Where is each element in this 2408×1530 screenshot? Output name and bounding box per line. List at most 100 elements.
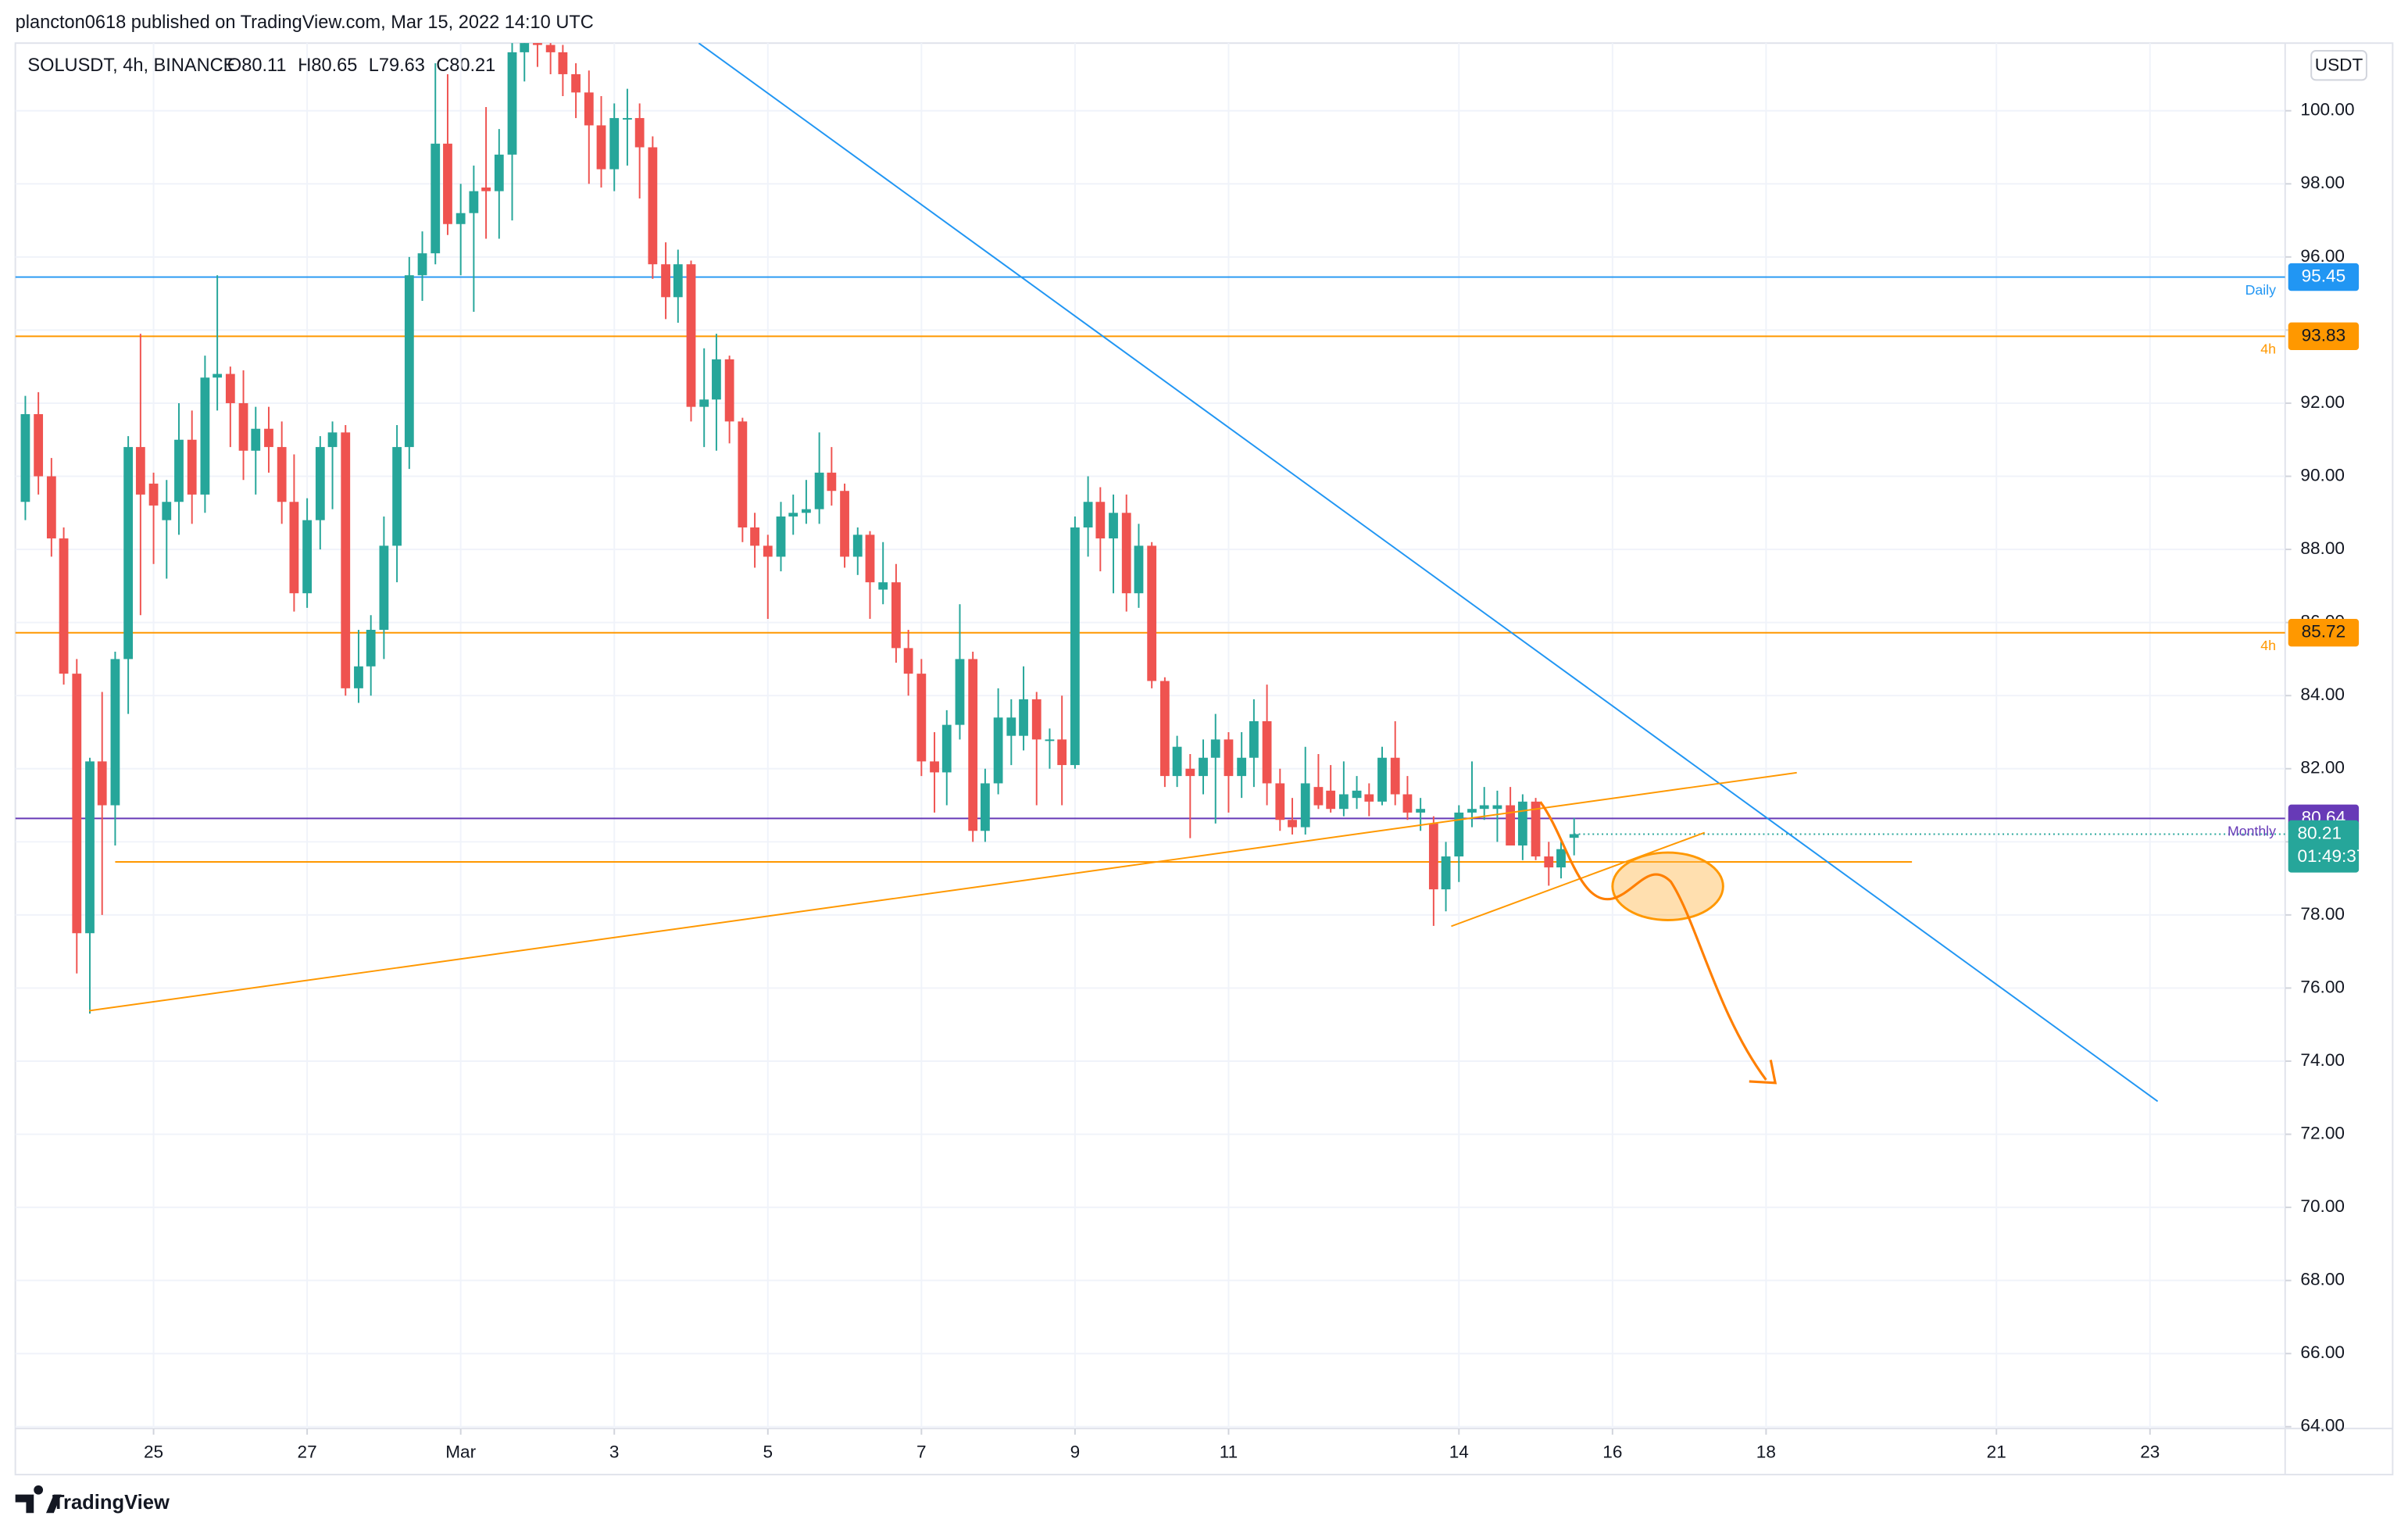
candle-body bbox=[1045, 739, 1055, 742]
candle-body bbox=[1402, 794, 1413, 813]
price-tag bbox=[2288, 619, 2360, 647]
current-price-tag bbox=[2288, 820, 2360, 873]
candle-body bbox=[1569, 834, 1579, 838]
candle-body bbox=[852, 534, 863, 557]
candle-body bbox=[788, 513, 798, 517]
candle-body bbox=[1006, 717, 1016, 736]
candle-body bbox=[1300, 783, 1310, 828]
candle-body bbox=[750, 527, 759, 546]
candle-body bbox=[673, 264, 683, 298]
candle-body bbox=[634, 118, 645, 148]
candle-body bbox=[59, 538, 69, 674]
candle-body bbox=[277, 447, 287, 502]
current-price-label: 80.21 bbox=[2297, 823, 2342, 842]
candle-body bbox=[878, 582, 888, 590]
candle-body bbox=[1147, 545, 1157, 681]
candle-body bbox=[327, 432, 338, 448]
candle-body bbox=[1237, 757, 1247, 777]
candle-body bbox=[1288, 820, 1297, 828]
candle-body bbox=[1249, 720, 1259, 758]
candle-body bbox=[865, 534, 875, 583]
candle-body bbox=[162, 502, 172, 520]
x-tick-label: 16 bbox=[1602, 1442, 1622, 1462]
y-tick-label: 100.00 bbox=[2300, 100, 2354, 120]
candle-body bbox=[354, 666, 363, 688]
candle-body bbox=[1172, 746, 1182, 777]
candle-body bbox=[648, 147, 658, 265]
ohlc-low: L79.63 bbox=[369, 55, 425, 75]
candle-body bbox=[302, 520, 313, 594]
projection-arrow bbox=[1539, 801, 1767, 1081]
candle-body bbox=[174, 439, 184, 502]
x-tick-label: Mar bbox=[445, 1442, 476, 1462]
candle-body bbox=[520, 43, 530, 52]
wedge-line bbox=[1451, 831, 1706, 928]
candle-body bbox=[840, 491, 849, 557]
candle-body bbox=[930, 761, 939, 773]
candle-body bbox=[507, 52, 517, 155]
x-tick-label: 27 bbox=[298, 1442, 317, 1462]
candle-body bbox=[1506, 805, 1516, 845]
y-tick-label: 84.00 bbox=[2300, 685, 2345, 704]
candle-body bbox=[916, 674, 927, 762]
candle-body bbox=[545, 45, 556, 52]
candle-body bbox=[315, 447, 325, 520]
candle-body bbox=[1159, 681, 1170, 777]
candle-body bbox=[187, 439, 197, 495]
candle-body bbox=[1544, 856, 1554, 868]
brand: TradingView bbox=[15, 1485, 170, 1514]
currency: USDT bbox=[2315, 55, 2363, 75]
brand-name: TradingView bbox=[52, 1492, 170, 1514]
candle-body bbox=[1428, 823, 1438, 890]
candle-body bbox=[738, 421, 748, 528]
currency-button[interactable] bbox=[2310, 50, 2367, 81]
y-tick-label: 64.00 bbox=[2300, 1416, 2345, 1435]
x-tick-label: 18 bbox=[1756, 1442, 1776, 1462]
candle-body bbox=[1185, 768, 1195, 777]
x-tick-label: 3 bbox=[609, 1442, 620, 1462]
candle-body bbox=[404, 275, 414, 448]
price-tag bbox=[2288, 322, 2360, 351]
candle-body bbox=[558, 52, 568, 74]
candle-body bbox=[34, 413, 44, 477]
candle-body bbox=[1338, 794, 1349, 810]
candle-body bbox=[1364, 794, 1374, 802]
x-tick-label: 23 bbox=[2140, 1442, 2160, 1462]
price-tag bbox=[2288, 263, 2360, 291]
x-tick-label: 9 bbox=[1070, 1442, 1081, 1462]
target-ellipse bbox=[1611, 851, 1724, 921]
y-tick-label: 74.00 bbox=[2300, 1050, 2345, 1070]
candle-body bbox=[724, 359, 734, 422]
candle-body bbox=[1210, 739, 1220, 758]
trendline-up bbox=[88, 771, 1797, 1012]
level-name: Monthly bbox=[2228, 824, 2276, 839]
price-tag-label: 95.45 bbox=[2302, 266, 2346, 286]
candle-body bbox=[1224, 739, 1234, 777]
candle-body bbox=[148, 483, 159, 506]
candle-body bbox=[609, 118, 620, 170]
candle-body bbox=[289, 502, 299, 594]
candle-body bbox=[1352, 790, 1362, 799]
candle-body bbox=[814, 472, 824, 509]
candle-body bbox=[993, 717, 1003, 784]
candle-body bbox=[1390, 757, 1400, 795]
candle-body bbox=[481, 187, 491, 191]
candle-body bbox=[903, 648, 913, 674]
level-name: 4h bbox=[2260, 341, 2276, 357]
arrow-head bbox=[1749, 1060, 1777, 1085]
candle-body bbox=[827, 472, 837, 492]
candle-body bbox=[456, 213, 466, 224]
candle-body bbox=[1467, 809, 1477, 813]
candle-body bbox=[941, 724, 952, 773]
candle-body bbox=[135, 447, 145, 495]
candle-body bbox=[1441, 856, 1451, 890]
price-tag-label: 85.72 bbox=[2302, 622, 2346, 642]
candle-body bbox=[46, 476, 56, 539]
candle-body bbox=[431, 143, 441, 254]
y-tick-label: 66.00 bbox=[2300, 1342, 2345, 1362]
ohlc-open: O80.11 bbox=[227, 55, 287, 75]
candle-body bbox=[213, 374, 223, 378]
candle-body bbox=[1492, 805, 1502, 810]
candle-body bbox=[571, 73, 581, 93]
candle-body bbox=[123, 447, 134, 660]
